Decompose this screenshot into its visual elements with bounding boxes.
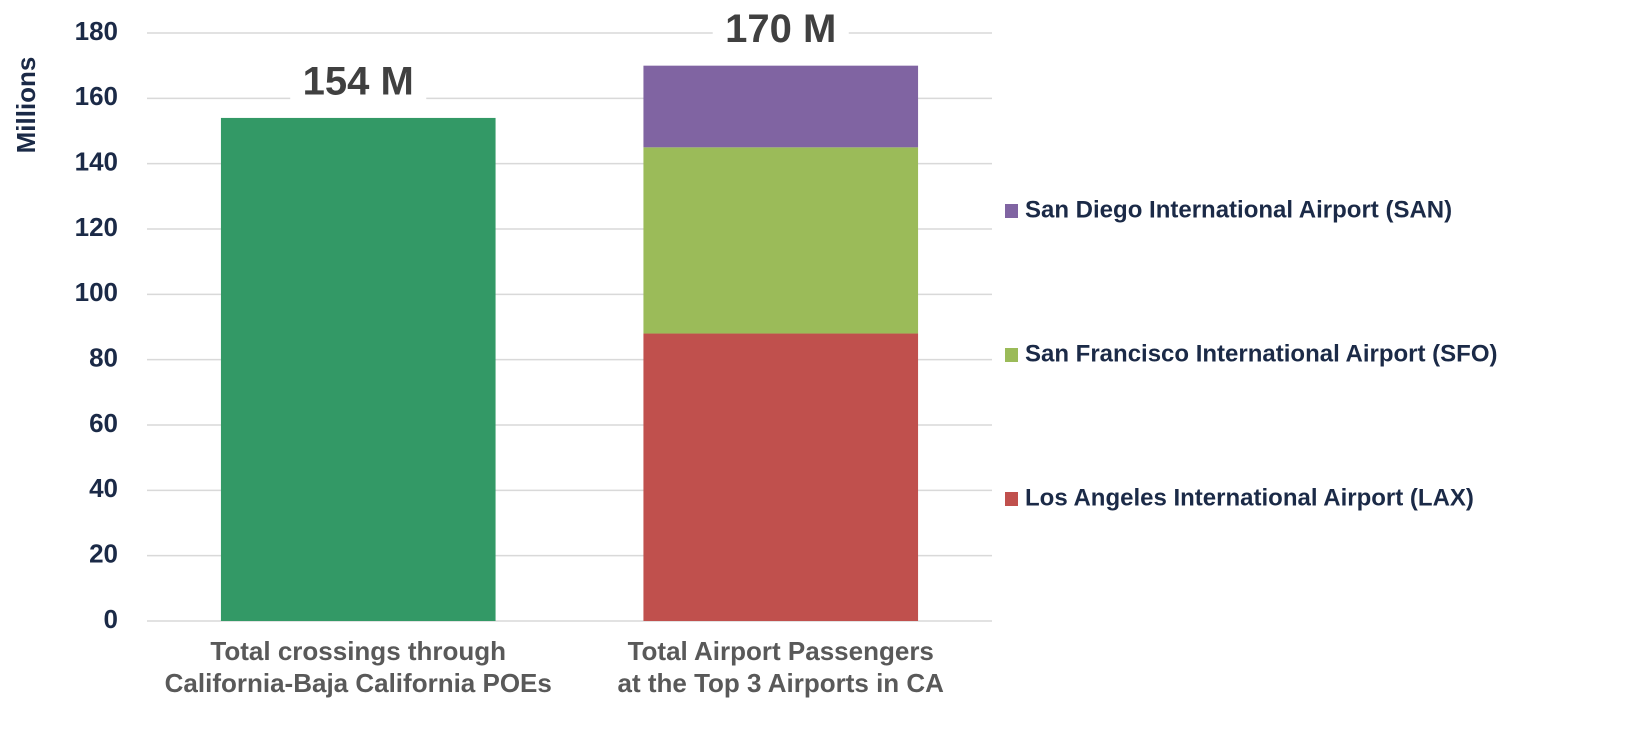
total-label: 170 M — [725, 7, 836, 51]
y-tick-label: 20 — [89, 539, 118, 569]
bar-segment — [643, 333, 919, 621]
x-tick-label: Total Airport Passengers — [628, 636, 934, 666]
x-tick-label: Total crossings through — [210, 636, 506, 666]
y-tick-label: 140 — [75, 147, 118, 177]
y-tick-label: 160 — [75, 81, 118, 111]
total-label-bg — [290, 59, 427, 108]
y-axis-label: Millions — [11, 57, 41, 154]
y-tick-label: 180 — [75, 16, 118, 46]
legend-label: San Francisco International Airport (SFO… — [1025, 340, 1498, 367]
x-tick-label: California-Baja California POEs — [165, 668, 552, 698]
y-tick-label: 0 — [104, 604, 118, 634]
x-tick-label: at the Top 3 Airports in CA — [618, 668, 945, 698]
total-label: 154 M — [303, 59, 414, 103]
bar-segment — [643, 147, 919, 334]
legend-swatch — [1005, 492, 1018, 506]
bar-segment — [220, 117, 496, 621]
bar-segment — [643, 65, 919, 148]
total-label-bg — [712, 7, 849, 56]
y-tick-label: 80 — [89, 343, 118, 373]
legend-label: San Diego International Airport (SAN) — [1025, 196, 1452, 223]
y-tick-label: 120 — [75, 212, 118, 242]
legend-swatch — [1005, 204, 1018, 218]
y-tick-label: 60 — [89, 408, 118, 438]
y-tick-label: 40 — [89, 473, 118, 503]
legend-swatch — [1005, 348, 1018, 362]
y-tick-label: 100 — [75, 277, 118, 307]
legend-label: Los Angeles International Airport (LAX) — [1025, 484, 1474, 511]
